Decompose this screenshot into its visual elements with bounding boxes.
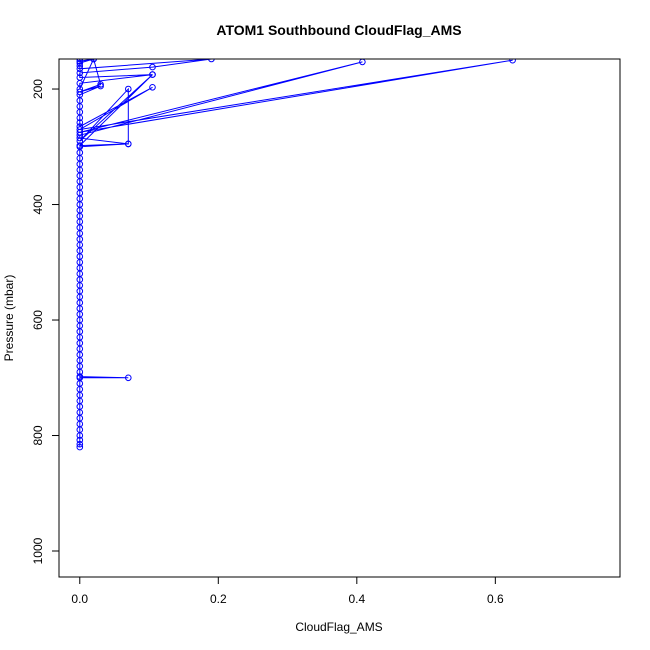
data-point	[149, 84, 156, 91]
data-point	[76, 59, 84, 65]
data-point	[76, 119, 84, 126]
axis-ticks: 0.0 0.2 0.4 0.6 200 400 600 800 1000	[31, 79, 504, 606]
x-tick-label: 0.2	[210, 592, 227, 606]
data-point	[76, 440, 84, 448]
data-point	[76, 443, 84, 451]
data-point	[76, 373, 84, 380]
x-tick-label: 0.6	[487, 592, 504, 606]
y-tick-label: 600	[31, 310, 45, 330]
data-point	[125, 374, 132, 382]
data-point	[76, 69, 84, 77]
data-point	[125, 140, 132, 148]
x-axis-label: CloudFlag_AMS	[295, 620, 382, 634]
data-point	[125, 85, 132, 93]
data-point	[76, 126, 84, 133]
x-tick-label: 0.0	[71, 592, 88, 606]
y-tick-label: 400	[31, 194, 45, 214]
y-tick-label: 200	[31, 79, 45, 99]
y-tick-label: 800	[31, 425, 45, 445]
plot-area	[58, 58, 621, 578]
data-point	[149, 63, 156, 71]
data-point	[76, 88, 84, 96]
data-point	[76, 62, 84, 70]
plot-frame	[58, 58, 621, 578]
y-tick-label: 1000	[31, 537, 45, 564]
y-axis-label: Pressure (mbar)	[2, 275, 16, 362]
series-group	[76, 59, 516, 451]
x-tick-label: 0.4	[348, 592, 365, 606]
data-point	[76, 123, 84, 130]
chart-title: ATOM1 Southbound CloudFlag_AMS	[216, 22, 461, 38]
data-point	[76, 74, 84, 81]
data-point	[76, 142, 84, 149]
data-point	[97, 81, 104, 88]
data-point	[509, 59, 516, 64]
data-point	[149, 71, 156, 78]
data-point	[76, 436, 84, 444]
series-line	[78, 59, 513, 448]
